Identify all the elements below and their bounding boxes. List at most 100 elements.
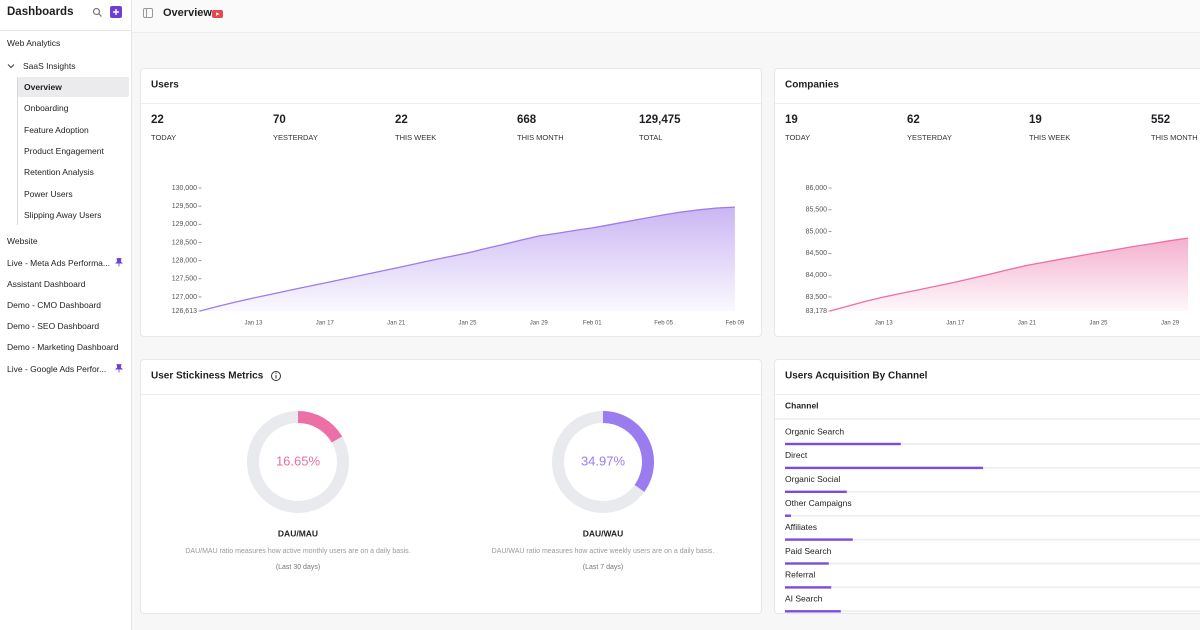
- stat-value: 19: [785, 114, 798, 126]
- x-tick-label: Jan 29: [1161, 321, 1180, 327]
- metric-description: DAU/MAU ratio measures how active monthl…: [185, 548, 410, 555]
- pin-icon[interactable]: [115, 364, 123, 373]
- x-tick-label: Feb 05: [654, 321, 673, 327]
- y-tick-label: 130,000: [172, 185, 197, 192]
- stat-label: THIS MONTH: [1151, 133, 1198, 142]
- x-tick-label: Jan 13: [875, 321, 894, 327]
- nav-item[interactable]: Website: [7, 236, 38, 246]
- stat-label: YESTERDAY: [273, 133, 318, 142]
- pin-icon[interactable]: [115, 258, 123, 267]
- nav-item[interactable]: Live - Meta Ads Performa...: [7, 258, 110, 268]
- channel-label: Organic Social: [785, 474, 840, 484]
- stat-value: 19: [1029, 114, 1042, 126]
- x-tick-label: Feb 09: [726, 321, 745, 327]
- stickiness-card: [140, 359, 762, 614]
- bar: [785, 538, 853, 541]
- stat-label: YESTERDAY: [907, 133, 952, 142]
- active-highlight: [18, 77, 129, 97]
- nav-item[interactable]: Assistant Dashboard: [7, 279, 86, 289]
- video-badge[interactable]: [212, 10, 223, 18]
- sidebar: Dashboards Web Analytics SaaS Insights Ove…: [0, 0, 132, 630]
- y-tick-label: 85,000: [806, 228, 828, 235]
- donut-value: 16.65%: [276, 453, 321, 468]
- donut-value: 34.97%: [581, 453, 626, 468]
- tree-line: [17, 77, 18, 225]
- x-tick-label: Jan 13: [244, 321, 263, 327]
- metric-period: (Last 7 days): [583, 564, 623, 571]
- channel-label: Paid Search: [785, 546, 832, 556]
- acquisition-card: [774, 359, 1200, 614]
- stat-label: THIS WEEK: [395, 133, 436, 142]
- channel-label: Other Campaigns: [785, 498, 852, 508]
- stat-value: 129,475: [639, 114, 681, 126]
- y-tick-label: 129,000: [172, 221, 197, 228]
- nav-item[interactable]: Retention Analysis: [24, 167, 94, 177]
- bar: [785, 442, 901, 446]
- stat-value: 62: [907, 114, 920, 126]
- y-tick-label: 128,000: [172, 257, 197, 264]
- y-tick-label: 127,500: [172, 276, 197, 283]
- stat-label: THIS WEEK: [1029, 133, 1070, 142]
- line: [829, 237, 1189, 312]
- y-tick-label: 127,000: [172, 294, 197, 301]
- channel-label: Affiliates: [785, 522, 817, 532]
- nav-item[interactable]: Live - Google Ads Perfor...: [7, 364, 107, 374]
- x-tick-label: Jan 17: [316, 321, 335, 327]
- y-tick-label: 85,500: [806, 207, 828, 214]
- nav-item[interactable]: Slipping Away Users: [24, 210, 102, 220]
- area-fill: [830, 238, 1188, 311]
- nav-item[interactable]: Feature Adoption: [24, 125, 89, 135]
- x-tick-label: Jan 21: [387, 321, 406, 327]
- y-tick-label: 83,500: [806, 294, 828, 301]
- sidebar-title: Dashboards: [7, 6, 74, 18]
- sidebar-toggle[interactable]: [143, 8, 154, 19]
- info-icon[interactable]: [271, 371, 281, 381]
- nav-item[interactable]: Demo - SEO Dashboard: [7, 321, 100, 331]
- stat-value: 22: [151, 114, 164, 126]
- chevron[interactable]: [7, 62, 15, 70]
- stat-label: TODAY: [151, 133, 176, 142]
- bar: [785, 490, 847, 493]
- bar: [785, 514, 791, 517]
- nav-item[interactable]: SaaS Insights: [23, 61, 76, 71]
- nav-item[interactable]: Product Engagement: [24, 146, 104, 156]
- channel-label: Organic Search: [785, 426, 844, 436]
- top-bar: Overview: [132, 0, 1200, 33]
- stat-value: 552: [1151, 114, 1170, 126]
- bar: [785, 466, 983, 470]
- metric-period: (Last 30 days): [276, 564, 320, 571]
- bar: [785, 586, 832, 589]
- nav-item[interactable]: Overview: [24, 82, 62, 92]
- channel-label: Direct: [785, 450, 808, 460]
- nav-item[interactable]: Web Analytics: [7, 38, 61, 48]
- card-title: Users Acquisition By Channel: [785, 371, 928, 382]
- nav-item[interactable]: Power Users: [24, 189, 73, 199]
- stat-value: 22: [395, 114, 408, 126]
- stat-label: TODAY: [785, 133, 810, 142]
- metric-description: DAU/WAU ratio measures how active weekly…: [492, 548, 715, 555]
- column-header: Channel: [785, 400, 819, 410]
- channel-label: Referral: [785, 570, 815, 580]
- channel-label: AI Search: [785, 594, 823, 604]
- metric-name: DAU/WAU: [583, 528, 624, 538]
- y-tick-label: 84,500: [806, 250, 828, 257]
- search-icon[interactable]: [92, 7, 103, 18]
- x-tick-label: Jan 25: [1089, 321, 1108, 327]
- bar: [785, 562, 829, 565]
- donut-arc: [602, 411, 654, 492]
- bar: [785, 610, 841, 613]
- y-tick-label: 83,178: [806, 308, 828, 315]
- x-tick-label: Jan 17: [946, 321, 965, 327]
- stat-value: 668: [517, 114, 537, 126]
- x-tick-label: Feb 01: [583, 321, 602, 327]
- nav-item[interactable]: Onboarding: [24, 103, 69, 113]
- stat-value: 70: [273, 114, 286, 126]
- y-tick-label: 126,613: [172, 308, 197, 315]
- stat-label: TOTAL: [639, 133, 662, 142]
- card-title: Companies: [785, 80, 839, 91]
- nav-item[interactable]: Demo - Marketing Dashboard: [7, 342, 119, 352]
- y-tick-label: 129,500: [172, 203, 197, 210]
- nav-item[interactable]: Demo - CMO Dashboard: [7, 300, 102, 310]
- add-button[interactable]: [110, 6, 122, 18]
